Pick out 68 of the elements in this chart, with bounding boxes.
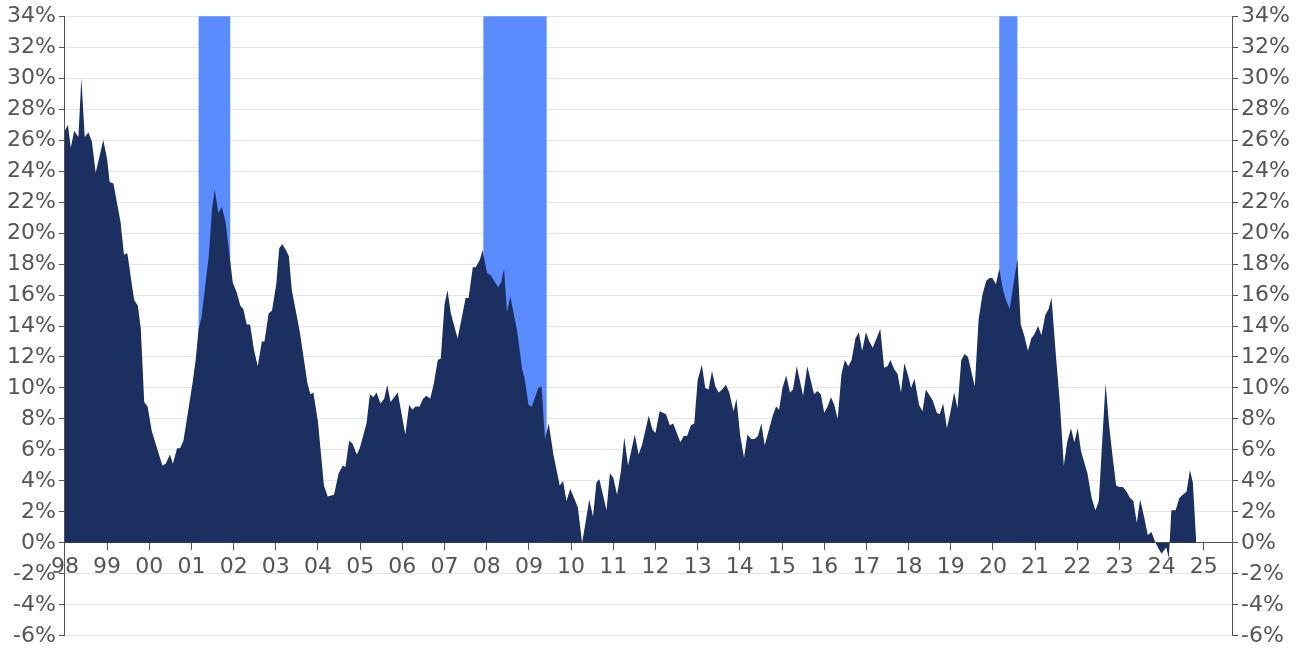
x-tick-label: 22 <box>1063 552 1092 578</box>
y2-tick-label: 8% <box>1241 404 1277 430</box>
y-tick-label: 14% <box>6 311 56 337</box>
y-tick-label: 26% <box>6 125 56 151</box>
y-tick-label: 4% <box>20 466 56 492</box>
y2-tick-label: 24% <box>1241 156 1291 182</box>
x-tick-label: 24 <box>1147 552 1176 578</box>
y-tick-label: 32% <box>6 32 56 58</box>
x-tick-label: 08 <box>472 552 501 578</box>
y2-tick-label: 28% <box>1241 94 1291 120</box>
x-tick-label: 09 <box>514 552 543 578</box>
y-tick-label: 6% <box>20 435 56 461</box>
y2-tick-label: 32% <box>1241 32 1291 58</box>
x-tick-label: 15 <box>768 552 797 578</box>
y2-tick-label: 30% <box>1241 63 1291 89</box>
x-tick-label: 20 <box>978 552 1007 578</box>
x-tick-label: 99 <box>93 552 122 578</box>
y-tick-label: 30% <box>6 63 56 89</box>
x-tick-label: 06 <box>388 552 417 578</box>
x-tick-label: 00 <box>135 552 164 578</box>
x-tick-label: 02 <box>219 552 248 578</box>
x-tick-label: 17 <box>852 552 881 578</box>
y2-tick-label: 22% <box>1241 187 1291 213</box>
y-tick-label: 22% <box>6 187 56 213</box>
x-tick-label: 18 <box>894 552 923 578</box>
x-tick-label: 23 <box>1105 552 1134 578</box>
y2-tick-label: 16% <box>1241 280 1291 306</box>
y2-tick-label: 34% <box>1241 1 1291 27</box>
y-tick-label: 0% <box>20 528 56 554</box>
y-tick-label: 20% <box>6 218 56 244</box>
x-tick-label: 16 <box>810 552 839 578</box>
x-tick-label: 13 <box>683 552 712 578</box>
y2-tick-label: -6% <box>1241 621 1284 647</box>
y2-tick-label: 10% <box>1241 373 1291 399</box>
y2-tick-label: -2% <box>1241 559 1284 585</box>
y-tick-label: 28% <box>6 94 56 120</box>
x-tick-label: 21 <box>1021 552 1050 578</box>
x-tick-label: 10 <box>557 552 586 578</box>
y2-tick-label: 4% <box>1241 466 1277 492</box>
x-tick-label: 01 <box>177 552 206 578</box>
y2-tick-label: -4% <box>1241 590 1284 616</box>
y2-tick-label: 0% <box>1241 528 1277 554</box>
y2-tick-label: 2% <box>1241 497 1277 523</box>
x-tick-label: 07 <box>430 552 459 578</box>
y2-tick-label: 20% <box>1241 218 1291 244</box>
y-tick-label: 24% <box>6 156 56 182</box>
y-tick-label: -6% <box>13 621 56 647</box>
x-tick-label: 12 <box>641 552 670 578</box>
x-tick-label: 05 <box>346 552 375 578</box>
y-tick-label: 18% <box>6 249 56 275</box>
y-tick-label: 2% <box>20 497 56 523</box>
y2-tick-label: 6% <box>1241 435 1277 461</box>
y2-tick-label: 14% <box>1241 311 1291 337</box>
x-tick-label: 19 <box>936 552 965 578</box>
y-tick-label: 8% <box>20 404 56 430</box>
x-tick-label: 11 <box>599 552 628 578</box>
y-tick-label: 12% <box>6 342 56 368</box>
x-tick-label: 25 <box>1189 552 1218 578</box>
y-tick-label: 10% <box>6 373 56 399</box>
y-tick-label: -4% <box>13 590 56 616</box>
y-tick-label: 34% <box>6 1 56 27</box>
x-tick-label: 03 <box>261 552 290 578</box>
y-tick-label: 16% <box>6 280 56 306</box>
y2-tick-label: 26% <box>1241 125 1291 151</box>
y2-tick-label: 18% <box>1241 249 1291 275</box>
x-tick-label: 04 <box>304 552 332 578</box>
x-tick-label: 14 <box>725 552 754 578</box>
y2-tick-label: 12% <box>1241 342 1291 368</box>
